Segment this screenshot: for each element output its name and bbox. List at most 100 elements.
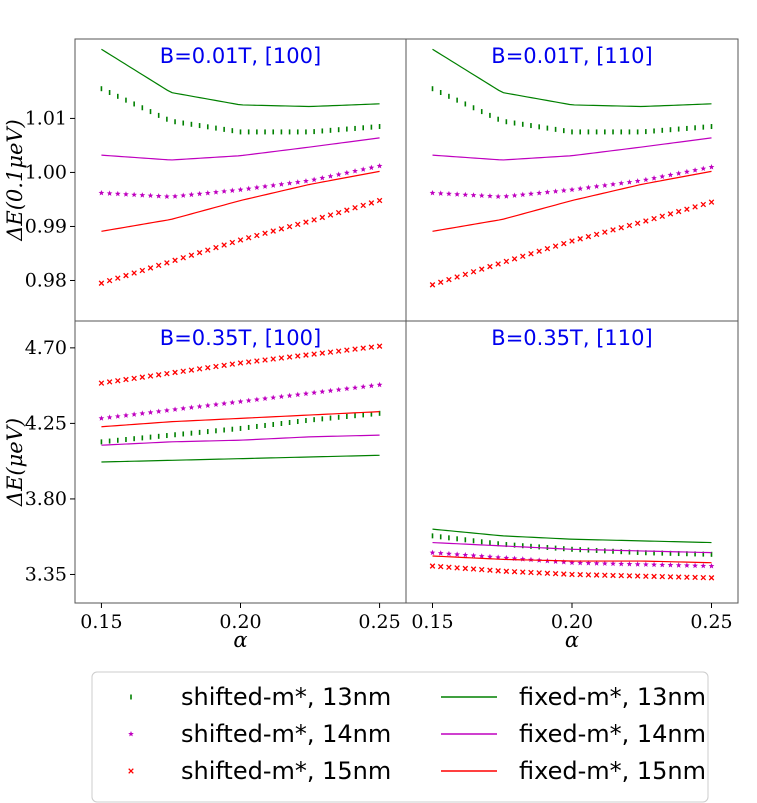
- panel-title: B=0.01T, [110]: [491, 44, 652, 68]
- data-point: [503, 193, 510, 199]
- data-point: [511, 568, 518, 575]
- data-point: [511, 555, 518, 561]
- legend-label: shifted-m*, 15nm: [181, 757, 391, 785]
- data-point: [352, 205, 358, 211]
- data-point: [303, 219, 309, 225]
- x-tick-label: 0.25: [690, 611, 732, 633]
- series-line: [432, 48, 712, 108]
- panel-title: B=0.35T, [100]: [160, 326, 321, 350]
- data-point: [376, 343, 383, 349]
- legend-item-s13: shifted-m*, 13nm: [130, 683, 391, 711]
- data-point: [335, 209, 342, 216]
- data-point: [700, 562, 707, 569]
- data-point: [651, 175, 657, 181]
- data-point: [643, 176, 649, 183]
- data-point: [311, 217, 317, 223]
- data-point: [344, 207, 350, 213]
- y-axis-label: ΔE(0.1μeV): [3, 119, 27, 242]
- data-point: [470, 269, 477, 275]
- data-point: [262, 183, 268, 189]
- data-point: [278, 355, 285, 361]
- data-point: [429, 282, 436, 288]
- data-point: [213, 401, 219, 407]
- series-s15: [429, 199, 715, 288]
- data-point: [188, 404, 195, 410]
- data-point: [667, 171, 674, 178]
- data-point: [577, 185, 584, 192]
- data-point: [446, 564, 452, 571]
- series-f14: [101, 434, 380, 446]
- data-point: [196, 190, 203, 197]
- data-point: [684, 574, 690, 580]
- data-point: [437, 279, 444, 285]
- data-point: [618, 560, 625, 567]
- data-point: [270, 182, 277, 188]
- series-f13: [101, 48, 380, 108]
- data-point: [278, 226, 285, 232]
- x-tick-label: 0.20: [219, 611, 261, 633]
- data-point: [123, 376, 129, 383]
- data-point: [470, 552, 477, 559]
- data-point: [634, 573, 641, 579]
- data-point: [172, 193, 178, 199]
- series-f14: [432, 541, 712, 554]
- data-point: [360, 202, 366, 209]
- series-line: [432, 541, 712, 554]
- data-point: [196, 403, 203, 409]
- data-point: [319, 388, 326, 395]
- data-point: [626, 179, 633, 185]
- data-point: [437, 563, 444, 570]
- data-point: [360, 383, 367, 390]
- data-point: [528, 190, 534, 197]
- y-tick-label: 1.00: [25, 161, 67, 183]
- data-point: [667, 562, 674, 568]
- x-axis-label: α: [233, 628, 247, 652]
- data-point: [147, 265, 154, 271]
- y-tick-label: 4.25: [25, 412, 67, 434]
- data-point: [552, 188, 559, 194]
- data-point: [684, 562, 690, 568]
- series-f13: [432, 48, 712, 108]
- data-point: [536, 190, 543, 196]
- data-point: [684, 168, 690, 175]
- data-point: [626, 561, 633, 567]
- data-point: [98, 280, 105, 286]
- data-point: [561, 240, 567, 247]
- data-point: [520, 569, 526, 575]
- data-point: [221, 362, 227, 369]
- data-point: [593, 231, 600, 238]
- x-axis-label: α: [565, 628, 579, 652]
- panel-title: B=0.01T, [100]: [160, 44, 321, 68]
- data-point: [319, 214, 326, 221]
- data-point: [376, 162, 383, 169]
- data-point: [462, 552, 469, 558]
- series-line: [101, 411, 380, 428]
- data-point: [454, 565, 460, 571]
- data-point: [335, 348, 342, 354]
- x-tick-label: 0.15: [80, 611, 122, 633]
- legend-item-f14: fixed-m*, 14nm: [441, 720, 706, 748]
- data-point: [470, 566, 477, 572]
- data-point: [569, 559, 575, 566]
- data-point: [114, 190, 121, 197]
- data-point: [519, 191, 526, 198]
- data-point: [172, 257, 178, 264]
- data-point: [470, 192, 477, 198]
- data-point: [327, 387, 334, 394]
- data-point: [560, 187, 567, 193]
- series-s13: [100, 410, 381, 445]
- data-point: [270, 356, 276, 362]
- data-point: [196, 249, 203, 256]
- panel-frame: [74, 38, 407, 322]
- data-point: [569, 571, 575, 578]
- data-point: [229, 187, 236, 193]
- data-point: [602, 572, 608, 579]
- data-point: [487, 193, 493, 199]
- data-point: [601, 560, 608, 566]
- data-point: [643, 561, 649, 567]
- y-tick-label: 1.01: [25, 107, 67, 129]
- data-point: [561, 571, 567, 577]
- data-point: [147, 409, 154, 415]
- data-point: [454, 551, 460, 557]
- data-point: [528, 569, 534, 576]
